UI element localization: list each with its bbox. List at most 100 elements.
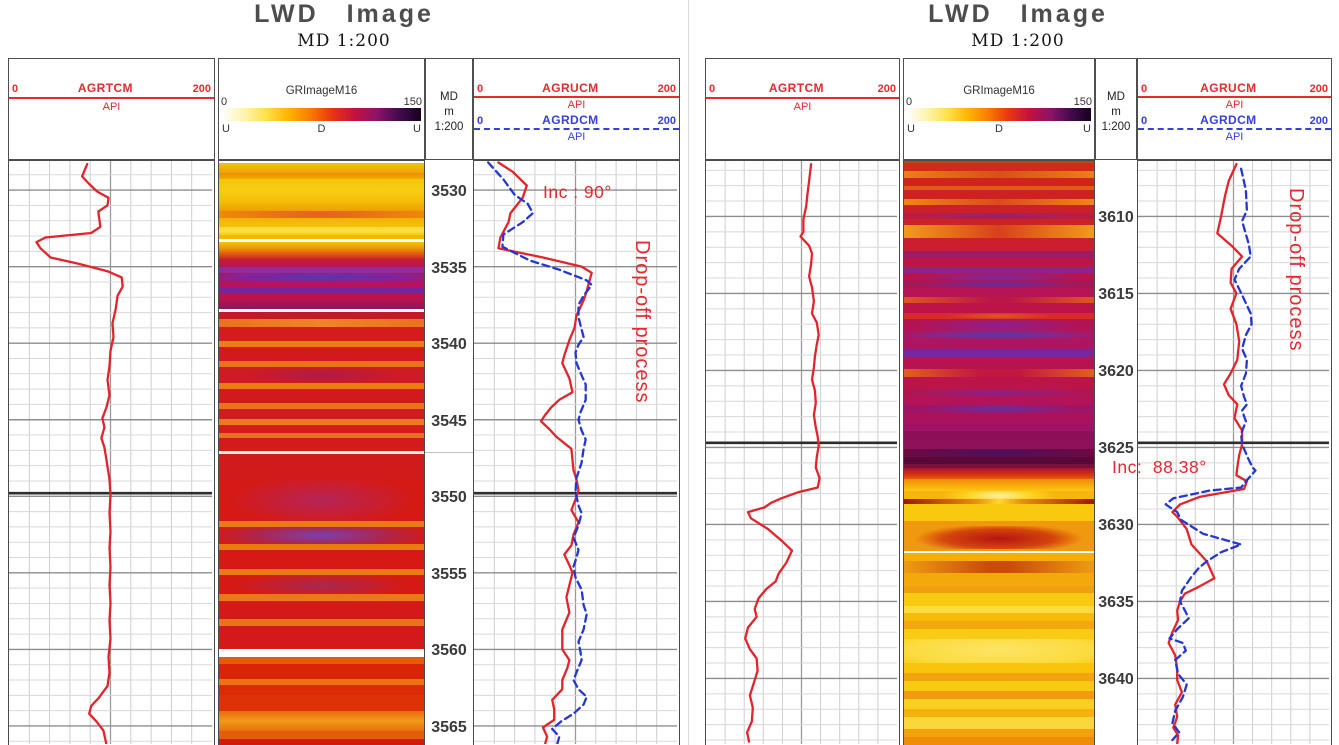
- image-band: [904, 273, 1094, 281]
- image-min-label: 0: [221, 96, 228, 108]
- image-band: [904, 663, 1094, 673]
- panel-scale-label: MD 1:200: [297, 31, 391, 51]
- depth-tick-label: 3625: [1098, 440, 1134, 458]
- image-band: [219, 249, 424, 259]
- image-band: [219, 569, 424, 575]
- image-name-label: GRImageM16: [285, 85, 358, 97]
- agrdcm-curve-name: AGRDCM: [542, 113, 599, 127]
- depth-tick-label: 3545: [431, 412, 467, 430]
- image-center-label: D: [317, 123, 326, 135]
- agrucm-max-label: 200: [657, 83, 676, 95]
- gr-unit-label: API: [793, 101, 812, 113]
- panel-title: LWD Image: [928, 0, 1108, 28]
- image-band: [904, 171, 1094, 178]
- image-band: [219, 242, 424, 249]
- depth-header-unit: m: [1111, 106, 1121, 118]
- panel-scale-label: MD 1:200: [971, 31, 1065, 51]
- image-band: [904, 161, 1094, 163]
- agrdcm-min-label: 0: [1141, 115, 1148, 127]
- image-band: [904, 629, 1094, 639]
- image-center-label: D: [995, 123, 1003, 135]
- image-max-label: 150: [1073, 96, 1092, 108]
- gr-min-label: 0: [709, 83, 716, 95]
- image-left-label: U: [907, 123, 915, 135]
- image-minmax-row: 0 150: [219, 96, 424, 108]
- image-band: [904, 613, 1094, 621]
- agrdcm-max-label: 200: [657, 115, 676, 127]
- gr-header-row: 0 AGRTCM 200: [9, 81, 214, 95]
- agrucm-curve-style-line: [474, 96, 679, 98]
- gr-min-label: 0: [12, 83, 19, 95]
- image-right-label: U: [413, 123, 421, 135]
- agrucm-min-label: 0: [1141, 83, 1148, 95]
- image-band: [904, 267, 1094, 273]
- agrucm-curve-name: AGRUCM: [1200, 81, 1257, 95]
- depth-tick-label: 3635: [1098, 594, 1134, 612]
- image-band: [219, 319, 424, 327]
- depth-header-md: MD: [1107, 91, 1125, 103]
- image-band: [219, 367, 424, 383]
- image-band: [219, 451, 424, 454]
- depth-track-header: MD m 1:200: [425, 58, 473, 160]
- image-band: [219, 239, 424, 242]
- image-band: [219, 479, 424, 521]
- depth-tick-label: 3565: [431, 718, 467, 736]
- image-track-header: GRImageM16 0 150 U D U: [903, 58, 1095, 160]
- image-band: [904, 369, 1094, 377]
- image-band: [904, 681, 1094, 691]
- image-right-label: U: [1083, 123, 1091, 135]
- depth-track-header: MD m 1:200: [1095, 58, 1137, 160]
- image-band: [904, 405, 1094, 413]
- image-band: [219, 594, 424, 601]
- dual-track-plot: [473, 160, 680, 745]
- gr-curve-name: AGRTCM: [77, 81, 133, 95]
- agrdcm-curve-style-line: [1138, 128, 1331, 130]
- image-band: [904, 699, 1094, 709]
- depth-column: 3610 3615 3620 3625 3630 3635 3640: [1095, 160, 1137, 745]
- image-band: [219, 695, 424, 711]
- image-band: [904, 397, 1094, 405]
- dual-track-plot: [1137, 160, 1332, 745]
- depth-column: 3530 3535 3540 3545 3550 3555 3560 3565: [425, 160, 473, 745]
- depth-tick-label: 3555: [431, 565, 467, 583]
- agrucm-unit-label: API: [567, 99, 586, 111]
- image-band: [904, 357, 1094, 369]
- depth-tick-label: 3560: [431, 642, 467, 660]
- gr-curve-name: AGRTCM: [768, 81, 824, 95]
- image-band: [904, 377, 1094, 389]
- image-band: [219, 163, 424, 173]
- image-band: [904, 431, 1094, 441]
- panel-divider: [688, 0, 689, 745]
- image-band: [219, 227, 424, 235]
- image-band: [904, 551, 1094, 553]
- image-band: [219, 685, 424, 695]
- image-band: [219, 287, 424, 293]
- gr-curve-style-line: [9, 97, 214, 99]
- image-band: [904, 449, 1094, 457]
- image-band: [904, 561, 1094, 573]
- image-band: [219, 267, 424, 273]
- image-band: [904, 673, 1094, 681]
- image-band: [904, 521, 1094, 526]
- gr-unit-label: API: [102, 101, 121, 113]
- depth-tick-label: 3540: [431, 336, 467, 354]
- image-band: [219, 711, 424, 731]
- image-band: [219, 619, 424, 626]
- image-band: [904, 504, 1094, 521]
- gr-max-label: 200: [192, 83, 211, 95]
- agrucm-max-label: 200: [1309, 83, 1328, 95]
- image-band: [219, 341, 424, 347]
- image-band: [219, 281, 424, 287]
- image-colorbar: [907, 108, 1091, 121]
- image-band: [904, 238, 1094, 251]
- image-band: [904, 549, 1094, 551]
- agrucm-header-row: 0 AGRUCM 200: [1138, 81, 1331, 95]
- image-band: [219, 521, 424, 527]
- gr-track-plot: [705, 160, 900, 745]
- agrucm-curve-name: AGRUCM: [542, 81, 599, 95]
- depth-header-md: MD: [440, 91, 458, 103]
- depth-tick-label: 3615: [1098, 286, 1134, 304]
- image-band: [219, 739, 424, 745]
- image-band: [904, 163, 1094, 171]
- image-band: [904, 717, 1094, 729]
